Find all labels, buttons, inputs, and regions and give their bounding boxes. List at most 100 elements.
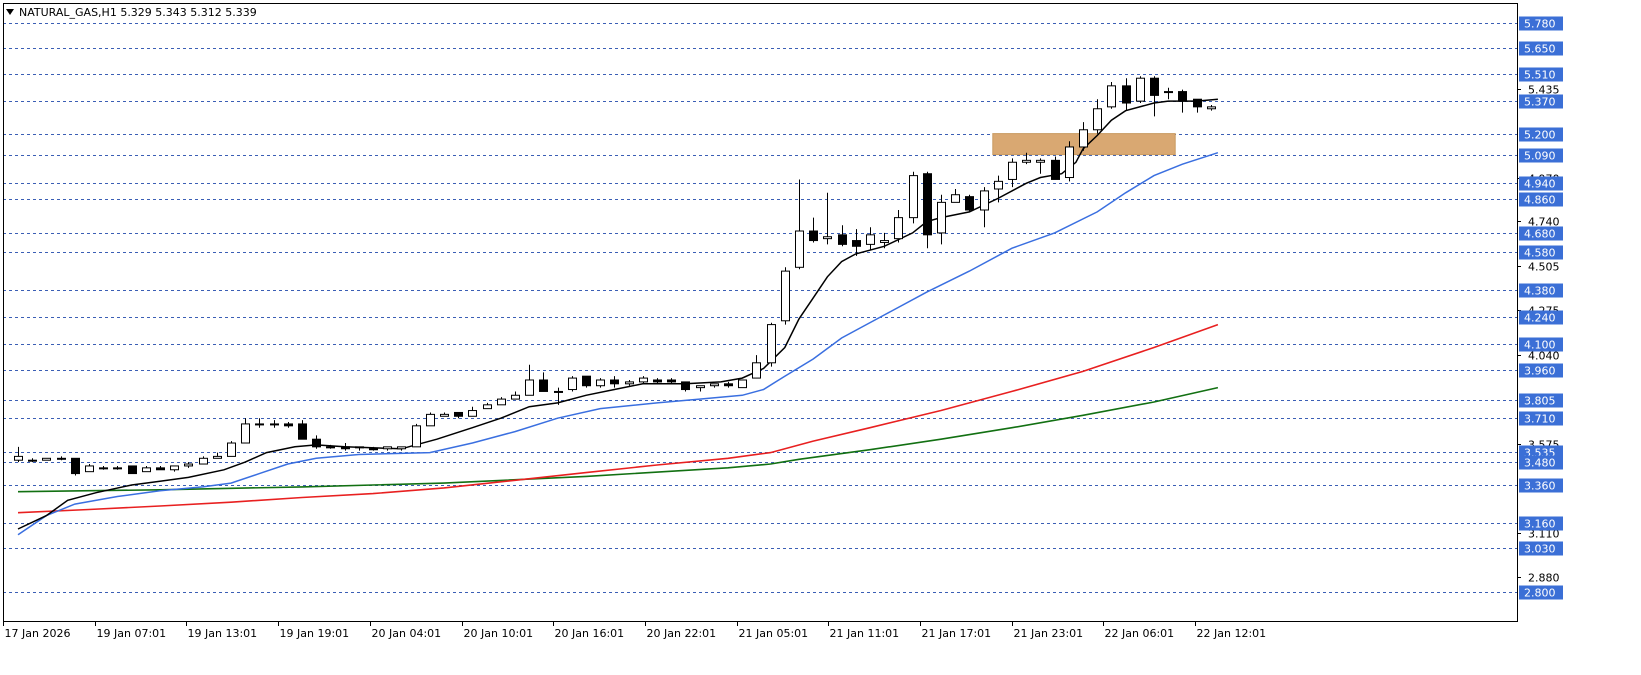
x-axis-ticks: 17 Jan 2026 19 Jan 07:01 19 Jan 13:01 19 Ja… bbox=[3, 621, 1266, 640]
candle bbox=[781, 267, 790, 325]
candle-body-down bbox=[582, 375, 591, 387]
x-tick-label: 17 Jan 2026 bbox=[5, 627, 71, 640]
candle-body-up bbox=[1164, 91, 1173, 94]
candle bbox=[1079, 122, 1088, 151]
x-tick-label: 20 Jan 04:01 bbox=[372, 627, 442, 640]
candle bbox=[483, 402, 492, 410]
candle bbox=[568, 376, 577, 392]
candle bbox=[610, 376, 619, 388]
plot-border bbox=[3, 3, 1518, 622]
price-level-label: 4.680 bbox=[1524, 228, 1556, 241]
candle-body-down bbox=[681, 381, 690, 391]
candle-body-up bbox=[525, 379, 534, 396]
y-tick-label: 4.040 bbox=[1528, 350, 1560, 363]
candle bbox=[795, 179, 804, 270]
candle bbox=[184, 462, 193, 468]
candle bbox=[653, 378, 662, 384]
candle bbox=[1193, 98, 1202, 113]
price-level-tag: 2.800 bbox=[1519, 585, 1563, 600]
candle-body-up bbox=[866, 234, 875, 245]
candle bbox=[71, 457, 80, 476]
candle-body-up bbox=[937, 201, 946, 234]
candle-body-up bbox=[951, 194, 960, 203]
candle-body-up bbox=[483, 404, 492, 410]
y-tick-label: 5.435 bbox=[1528, 84, 1560, 97]
candle-body-up bbox=[1036, 159, 1045, 163]
candle-body-up bbox=[1065, 146, 1074, 179]
price-level-label: 3.710 bbox=[1524, 413, 1556, 426]
candle-body-down bbox=[156, 467, 165, 471]
candle-body-up bbox=[142, 467, 151, 473]
candle-body-up bbox=[57, 457, 66, 460]
price-level-tag-bg bbox=[1519, 363, 1563, 378]
price-level-label: 3.960 bbox=[1524, 365, 1556, 378]
candle-body-up bbox=[85, 465, 94, 473]
candle-body-up bbox=[1093, 108, 1102, 131]
price-level-label: 5.510 bbox=[1524, 69, 1556, 82]
candle-body-up bbox=[639, 377, 648, 383]
candle bbox=[1122, 78, 1131, 111]
candle bbox=[525, 364, 534, 396]
price-level-tag: 4.100 bbox=[1519, 337, 1563, 352]
price-level-tag-bg bbox=[1519, 67, 1563, 82]
price-level-tag: 3.030 bbox=[1519, 541, 1563, 556]
y-tick-label: 4.505 bbox=[1528, 261, 1560, 274]
candle-body-up bbox=[894, 217, 903, 240]
candle bbox=[284, 422, 293, 428]
dropdown-triangle-icon[interactable] bbox=[6, 9, 14, 15]
candle bbox=[1008, 158, 1017, 188]
ma-slow-green-line bbox=[17, 386, 1219, 493]
candle-body-up bbox=[28, 459, 37, 462]
symbol-header[interactable]: NATURAL_GAS,H1 5.329 5.343 5.312 5.339 bbox=[6, 6, 257, 19]
candle bbox=[1051, 156, 1060, 180]
candle bbox=[994, 175, 1003, 203]
candle-body-up bbox=[184, 463, 193, 467]
price-level-tag-bg bbox=[1519, 541, 1563, 556]
candle-body-down bbox=[610, 379, 619, 385]
candle bbox=[1207, 104, 1216, 111]
price-level-tag-bg bbox=[1519, 393, 1563, 408]
candle bbox=[1065, 141, 1074, 182]
price-level-tag: 3.710 bbox=[1519, 411, 1563, 426]
candle bbox=[539, 372, 548, 392]
x-tick-label: 21 Jan 23:01 bbox=[1014, 627, 1084, 640]
candle bbox=[866, 227, 875, 251]
y-tick-label: 4.740 bbox=[1528, 216, 1560, 229]
candle-body-up bbox=[696, 385, 705, 389]
candle-body-up bbox=[383, 446, 392, 450]
candle-body-up bbox=[752, 362, 761, 379]
candle-body-down bbox=[298, 423, 307, 440]
candle bbox=[128, 465, 137, 475]
x-tick-label: 21 Jan 11:01 bbox=[830, 627, 900, 640]
candle-body-down bbox=[128, 465, 137, 475]
candle bbox=[511, 391, 520, 400]
candle bbox=[681, 381, 690, 392]
candle-body-down bbox=[667, 379, 676, 383]
candle-body-up bbox=[511, 394, 520, 400]
x-tick-label: 20 Jan 22:01 bbox=[647, 627, 717, 640]
price-level-label: 2.800 bbox=[1524, 587, 1556, 600]
candlesticks bbox=[14, 76, 1216, 476]
price-level-label: 3.805 bbox=[1524, 395, 1556, 408]
candle-body-up bbox=[412, 425, 421, 448]
price-level-tag: 5.650 bbox=[1519, 41, 1563, 56]
candle-body-up bbox=[738, 379, 747, 389]
candle-body-up bbox=[99, 467, 108, 470]
candle-body-down bbox=[284, 423, 293, 427]
candle-body-up bbox=[909, 175, 918, 219]
candle bbox=[1164, 87, 1173, 100]
x-tick-label: 21 Jan 05:01 bbox=[739, 627, 809, 640]
candle-body-up bbox=[823, 236, 832, 240]
candle-body-up bbox=[795, 230, 804, 268]
candle bbox=[454, 411, 463, 419]
price-level-tag-bg bbox=[1519, 283, 1563, 298]
candle bbox=[752, 355, 761, 379]
candle bbox=[142, 465, 151, 473]
candle bbox=[426, 412, 435, 427]
price-level-label: 4.100 bbox=[1524, 339, 1556, 352]
x-tick-label: 19 Jan 07:01 bbox=[97, 627, 167, 640]
candle-body-down bbox=[1122, 85, 1131, 104]
price-level-label: 3.160 bbox=[1524, 518, 1556, 531]
candle-body-up bbox=[440, 413, 449, 417]
